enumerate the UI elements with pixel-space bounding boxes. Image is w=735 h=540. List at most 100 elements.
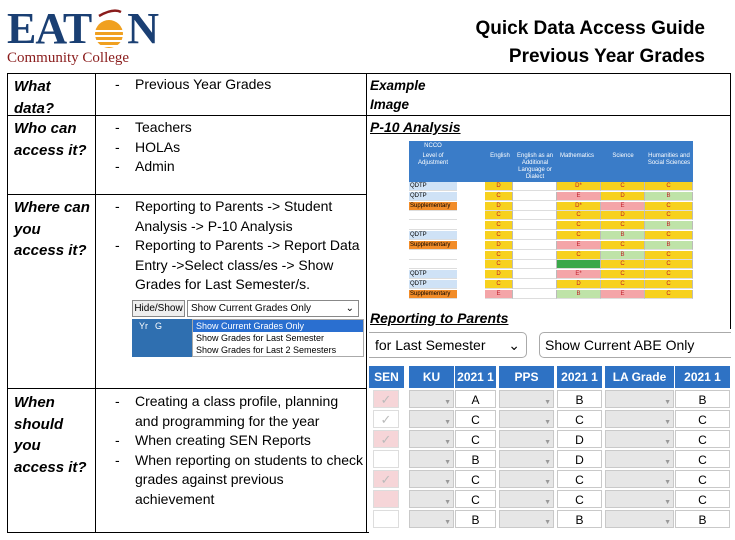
option-last-2-semesters[interactable]: Show Grades for Last 2 Semesters [196, 345, 337, 355]
sen-checkbox[interactable]: ✓ [373, 410, 399, 428]
column-divider [95, 74, 96, 532]
grade-cell[interactable]: C [557, 470, 602, 488]
semester-select[interactable]: for Last Semester ⌄ [369, 332, 527, 358]
p10-grade-cell: E [601, 289, 645, 299]
p10-row-label: Supplementary [409, 201, 457, 211]
reporting-column-header[interactable]: 2021 1 [675, 366, 730, 388]
dropdown-arrow-icon: ▼ [544, 499, 551, 506]
sen-checkbox[interactable]: ✓ [373, 430, 399, 448]
la-grade-select-cell[interactable]: ▼ [605, 450, 674, 468]
reporting-column-header[interactable]: 2021 1 [557, 366, 602, 388]
sen-checkbox[interactable] [373, 490, 399, 508]
grades-select[interactable]: Show Current Grades Only ⌄ [187, 300, 359, 317]
pps-select-cell[interactable]: ▼ [499, 390, 554, 408]
dropdown-arrow-icon: ▼ [444, 439, 451, 446]
p10-grade-cell: C [645, 211, 693, 221]
ku-select-cell[interactable]: ▼ [409, 490, 454, 508]
grade-cell[interactable]: C [455, 470, 496, 488]
grade-cell[interactable]: C [557, 410, 602, 428]
la-grade-select-cell[interactable]: ▼ [605, 470, 674, 488]
la-grade-select-cell[interactable]: ▼ [605, 490, 674, 508]
sen-checkbox[interactable] [373, 510, 399, 528]
pps-select-cell[interactable]: ▼ [499, 490, 554, 508]
grade-cell[interactable]: C [675, 470, 730, 488]
sen-checkbox[interactable]: ✓ [373, 390, 399, 408]
p10-grade-cell [513, 191, 557, 201]
pps-select-cell[interactable]: ▼ [499, 510, 554, 528]
sen-checkbox[interactable] [373, 450, 399, 468]
grid-header-strip: Yr G [132, 319, 192, 357]
p10-grade-cell: C [485, 231, 513, 240]
dropdown-arrow-icon: ▼ [664, 399, 671, 406]
grade-cell[interactable]: C [675, 430, 730, 448]
grade-cell[interactable]: C [675, 410, 730, 428]
example-image-label: Example Image [370, 78, 426, 112]
pps-select-cell[interactable]: ▼ [499, 470, 554, 488]
p10-grade-cell [513, 221, 557, 231]
reporting-column-header[interactable]: SEN [369, 366, 404, 388]
p10-grade-cell [513, 260, 557, 270]
pps-select-cell[interactable]: ▼ [499, 430, 554, 448]
reporting-to-parents-heading: Reporting to Parents [370, 310, 509, 326]
grade-cell[interactable]: B [455, 450, 496, 468]
p10-grade-cell [513, 270, 557, 280]
la-grade-select-cell[interactable]: ▼ [605, 410, 674, 428]
ku-select-cell[interactable]: ▼ [409, 470, 454, 488]
reporting-column-header[interactable]: LA Grade [605, 366, 674, 388]
grade-cell[interactable]: C [557, 490, 602, 508]
answer-item: When creating SEN Reports [114, 431, 364, 451]
dropdown-arrow-icon: ▼ [444, 419, 451, 426]
ku-select-cell[interactable]: ▼ [409, 510, 454, 528]
option-last-semester[interactable]: Show Grades for Last Semester [196, 333, 325, 343]
reporting-column-header[interactable]: 2021 1 [455, 366, 496, 388]
p10-grade-cell: E* [557, 270, 601, 280]
logo-subtitle: Community College [7, 50, 130, 66]
dropdown-arrow-icon: ▼ [544, 479, 551, 486]
grade-cell[interactable]: C [455, 410, 496, 428]
p10-grade-cell: B [601, 231, 645, 240]
la-grade-select-cell[interactable]: ▼ [605, 390, 674, 408]
grade-cell[interactable]: C [455, 490, 496, 508]
pps-select-cell[interactable]: ▼ [499, 450, 554, 468]
grade-cell[interactable]: A [455, 390, 496, 408]
grade-cell[interactable]: C [675, 450, 730, 468]
sen-checkbox[interactable]: ✓ [373, 470, 399, 488]
hide-show-button[interactable]: Hide/Show [132, 300, 185, 317]
grade-cell[interactable]: B [455, 510, 496, 528]
grade-cell[interactable]: B [675, 510, 730, 528]
ku-select-cell[interactable]: ▼ [409, 450, 454, 468]
la-grade-select-cell[interactable]: ▼ [605, 510, 674, 528]
reporting-column-header[interactable]: KU [409, 366, 454, 388]
reporting-grid-example: for Last Semester ⌄ Show Current ABE Onl… [369, 329, 731, 533]
chevron-down-icon: ⌄ [508, 337, 520, 353]
grade-cell[interactable]: D [557, 450, 602, 468]
grade-cell[interactable]: B [675, 390, 730, 408]
pps-select-cell[interactable]: ▼ [499, 410, 554, 428]
grade-cell[interactable]: B [557, 390, 602, 408]
grade-cell[interactable]: C [675, 490, 730, 508]
la-grade-select-cell[interactable]: ▼ [605, 430, 674, 448]
reporting-column-header[interactable]: PPS [499, 366, 554, 388]
p10-row-label: QDTP [409, 280, 457, 289]
p10-analysis-heading: P-10 Analysis [370, 119, 461, 135]
abe-select[interactable]: Show Current ABE Only [539, 332, 731, 358]
answer-item: Teachers [114, 118, 364, 138]
answer-item: Reporting to Parents -> Report Data Entr… [114, 236, 364, 295]
ku-select-cell[interactable]: ▼ [409, 390, 454, 408]
row-divider [8, 194, 366, 195]
ku-select-cell[interactable]: ▼ [409, 430, 454, 448]
answer-when: Creating a class profile, planning and p… [114, 392, 364, 509]
p10-grade-cell [557, 260, 601, 270]
grade-cell[interactable]: B [557, 510, 602, 528]
option-current-grades[interactable]: Show Current Grades Only [193, 320, 363, 332]
row-divider [8, 115, 730, 116]
dropdown-arrow-icon: ▼ [444, 519, 451, 526]
ku-select-cell[interactable]: ▼ [409, 410, 454, 428]
p10-grade-cell [513, 201, 557, 211]
column-divider [366, 74, 367, 532]
p10-grade-cell: C [601, 280, 645, 289]
p10-grade-cell: C [557, 211, 601, 221]
grade-cell[interactable]: C [455, 430, 496, 448]
p10-grade-cell: D* [557, 201, 601, 211]
grade-cell[interactable]: D [557, 430, 602, 448]
